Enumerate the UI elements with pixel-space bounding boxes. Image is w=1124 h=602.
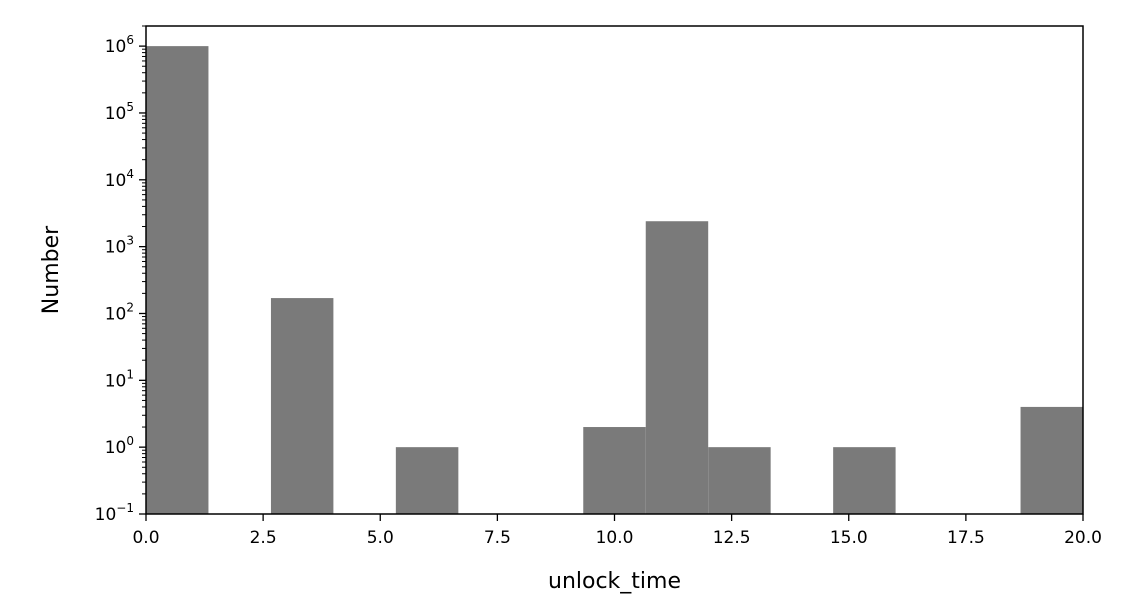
x-tick-label: 10.0 (596, 528, 634, 548)
y-tick-label: 104 (105, 167, 134, 191)
bars-group (146, 46, 1083, 515)
plot-frame (145, 25, 1084, 515)
histogram-bar (833, 447, 896, 514)
y-tick-label: 101 (105, 367, 134, 391)
histogram-bar (708, 447, 771, 514)
histogram-bar (395, 447, 459, 514)
y-tick-label: 102 (105, 300, 134, 324)
histogram-bar (583, 427, 646, 514)
x-axis-label: unlock_time (548, 569, 681, 594)
y-tick-label: 10−1 (95, 501, 134, 525)
y-axis-label: Number (39, 225, 64, 314)
x-tick-label: 2.5 (250, 528, 277, 548)
y-tick-label: 103 (105, 234, 134, 258)
histogram-bar (270, 298, 334, 514)
x-ticks: 0.0 2.5 5.0 7.5 10.0 12.5 15.0 17.5 20.0 (132, 514, 1102, 548)
y-ticks: 10−1 100 101 102 103 104 105 106 (95, 33, 146, 525)
histogram-bar (1020, 406, 1083, 514)
x-tick-label: 15.0 (830, 528, 868, 548)
y-tick-label: 106 (105, 33, 134, 57)
y-tick-label: 100 (105, 434, 134, 458)
x-tick-label: 0.0 (132, 528, 159, 548)
histogram-bar (146, 46, 209, 514)
x-tick-label: 12.5 (713, 528, 751, 548)
y-tick-label: 105 (105, 100, 134, 124)
x-tick-label: 17.5 (947, 528, 985, 548)
x-tick-label: 20.0 (1064, 528, 1102, 548)
x-tick-label: 5.0 (367, 528, 394, 548)
x-tick-label: 7.5 (484, 528, 511, 548)
histogram-bar (645, 221, 709, 515)
